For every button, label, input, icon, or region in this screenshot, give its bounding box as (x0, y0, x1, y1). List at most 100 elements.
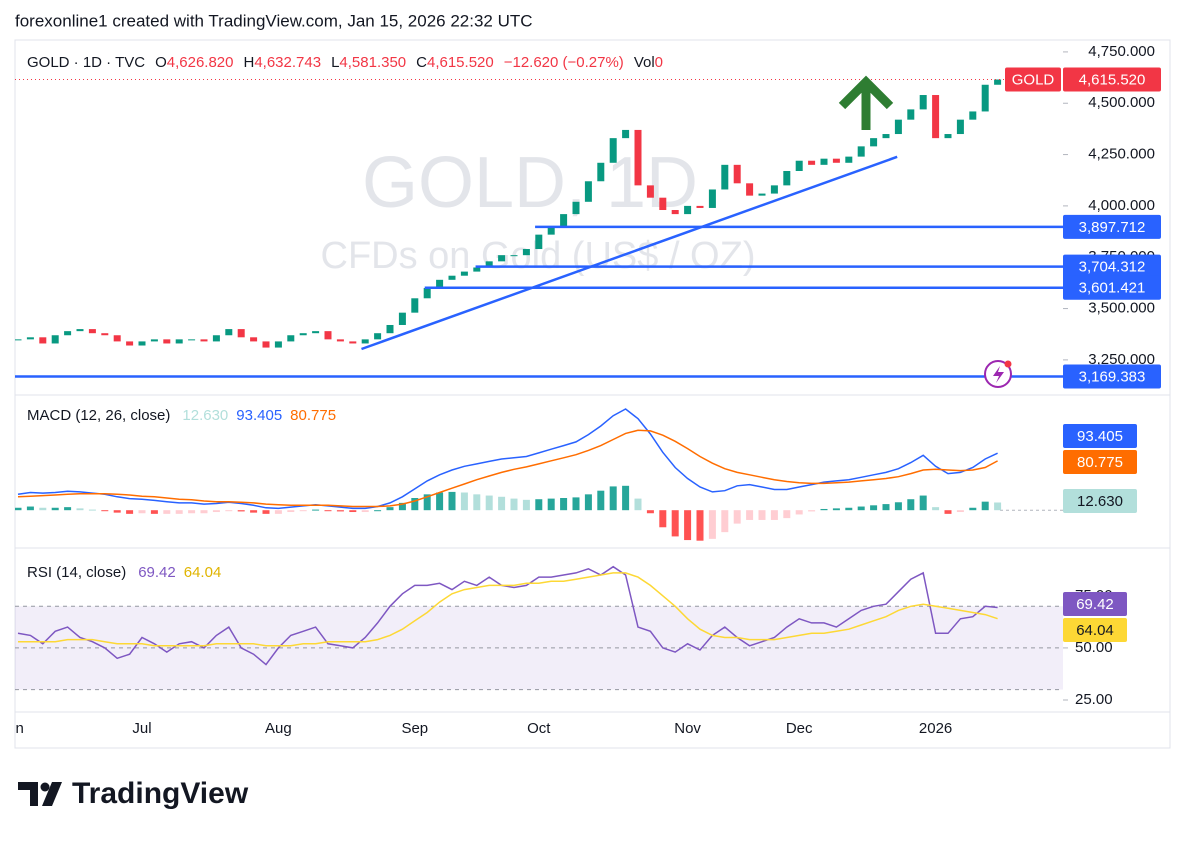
x-tick-label: Aug (265, 720, 292, 737)
histogram-bar (113, 510, 121, 513)
candle (460, 271, 468, 276)
histogram-bar (163, 510, 171, 514)
candle (795, 160, 803, 171)
footer-logo: TradingView (18, 777, 249, 810)
histogram-bar (584, 494, 592, 511)
series-line (17, 565, 998, 666)
histogram-bar (15, 507, 22, 511)
x-tick-label: Nov (674, 720, 701, 737)
candle (436, 279, 444, 289)
histogram-bar (560, 498, 568, 511)
histogram-bar (981, 501, 989, 511)
candle (584, 181, 592, 202)
histogram-bar (423, 494, 431, 511)
arrow-icon (838, 75, 894, 130)
candle (448, 275, 456, 280)
y-tick-label: 4,750.000 (1088, 43, 1155, 60)
legend-item: 12.630 (182, 407, 228, 424)
candle (188, 339, 196, 341)
alert-icon-bolt (993, 366, 1004, 383)
histogram-bar (659, 510, 667, 528)
legend-item: RSI (14, close) (27, 564, 126, 581)
histogram-bar (336, 510, 344, 512)
legend-item: 4,615.520 (427, 54, 494, 71)
alert-dot (1004, 360, 1012, 368)
candle (349, 341, 357, 344)
legend: GOLD · 1D · TVC O4,626.820 H4,632.743 L4,58… (27, 54, 663, 71)
logo-part (42, 782, 62, 806)
candle (696, 205, 704, 208)
candle (832, 158, 840, 163)
price-tag-box (1063, 592, 1127, 616)
legend-item: GOLD · 1D · TVC (27, 54, 145, 71)
candle (76, 329, 84, 332)
legend-item: 69.42 (138, 564, 176, 581)
histogram-bar (287, 510, 295, 513)
y-tick-label: 3,250.000 (1088, 351, 1155, 368)
histogram-bar (26, 506, 34, 511)
legend-item: L (331, 54, 339, 71)
price-tag-box (1063, 67, 1161, 92)
histogram-bar (386, 507, 394, 511)
histogram-bar (808, 510, 816, 512)
histogram-bar (250, 510, 258, 513)
series-line (17, 429, 998, 508)
candle (126, 341, 134, 346)
histogram-bar (845, 507, 853, 511)
legend: MACD (12, 26, close) 12.630 93.405 80.775 (27, 407, 336, 424)
histogram-bar (498, 496, 506, 511)
candle (981, 84, 989, 112)
legend-item: 0 (655, 54, 663, 71)
candle (783, 170, 791, 186)
price-tag-label: 3,169.383 (1079, 368, 1146, 385)
price-tag-box (1063, 254, 1161, 279)
candle (597, 162, 605, 182)
candle (907, 109, 915, 120)
price-tag-box (1063, 424, 1137, 448)
histogram-bar (932, 507, 940, 511)
histogram-bar (708, 510, 716, 539)
watermark: GOLD, 1D (362, 143, 698, 223)
series-line (17, 408, 998, 510)
histogram-bar (188, 510, 196, 514)
histogram-bar (126, 510, 134, 514)
candle (634, 129, 642, 186)
histogram-bar (175, 510, 183, 514)
candle (671, 210, 679, 215)
legend-item: 4,581.350 (339, 54, 406, 71)
candle (212, 335, 220, 342)
histogram-bar (64, 507, 72, 511)
histogram-bar (572, 497, 580, 511)
legend: RSI (14, close) 69.42 64.04 (27, 564, 221, 581)
candle (969, 111, 977, 120)
histogram-bar (646, 510, 654, 514)
legend-item: MACD (12, 26, close) (27, 407, 170, 424)
candle (721, 164, 729, 190)
candle (944, 134, 952, 139)
histogram-bar (894, 502, 902, 511)
candle (498, 255, 506, 262)
histogram-bar (460, 492, 468, 511)
histogram-bar (994, 502, 1002, 511)
x-tick-label: Jul (132, 720, 151, 737)
logo-part (40, 782, 50, 792)
candle (15, 339, 22, 341)
histogram-bar (919, 495, 927, 511)
x-tick-label: 2026 (919, 720, 952, 737)
candle (547, 226, 555, 235)
brand: TradingView (72, 777, 249, 810)
histogram-bar (634, 498, 642, 511)
candle (894, 119, 902, 135)
candle (919, 95, 927, 110)
histogram-bar (212, 510, 220, 513)
candle (138, 341, 146, 346)
histogram-bar (138, 510, 146, 514)
histogram-bar (870, 505, 878, 511)
candle (646, 185, 654, 198)
histogram-bar (733, 510, 741, 524)
histogram-bar (969, 507, 977, 511)
candle (560, 214, 568, 227)
candle (609, 138, 617, 163)
